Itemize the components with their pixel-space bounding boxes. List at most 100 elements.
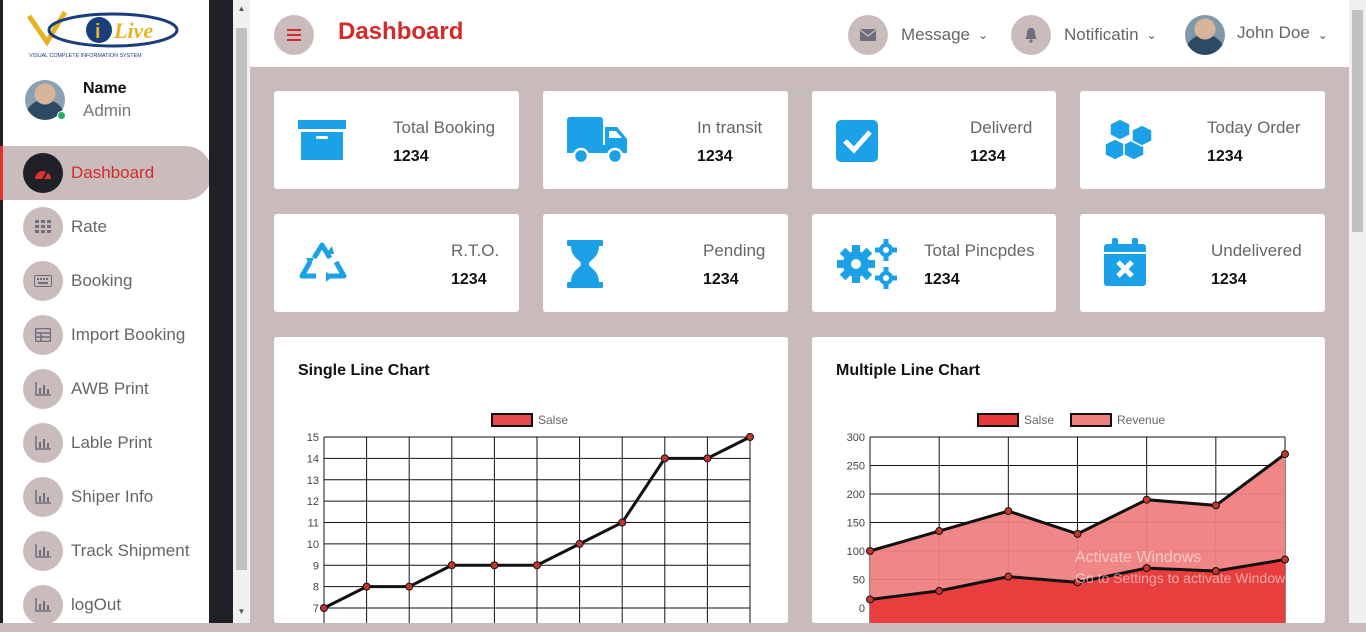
sidebar-item-label: Booking	[71, 271, 133, 290]
stat-card-deliverd[interactable]: Deliverd 1234	[812, 91, 1056, 189]
stat-card-undelivered[interactable]: Undelivered 1234	[1080, 214, 1325, 312]
stat-card-pending[interactable]: Pending 1234	[543, 214, 788, 312]
checkbox-icon	[836, 120, 878, 162]
notification-menu[interactable]: Notificatin ⌄	[1011, 15, 1157, 55]
sidebar-scrollbar-thumb[interactable]	[236, 28, 247, 570]
sidebar-item-booking[interactable]: Booking	[3, 254, 212, 308]
data-point	[1142, 564, 1151, 573]
stat-label: Undelivered	[1211, 241, 1302, 260]
profile-role: Admin	[83, 101, 132, 120]
stat-label: Deliverd	[970, 118, 1033, 137]
profile-avatar	[25, 80, 66, 120]
chevron-down-icon: ⌄	[1317, 28, 1328, 42]
stat-card-total-pincpdes[interactable]: Total Pincpdes 1234	[812, 214, 1056, 312]
data-point	[1073, 529, 1082, 538]
data-point	[866, 595, 874, 604]
y-tick-label: 11	[308, 518, 319, 530]
data-point	[447, 561, 456, 570]
hourglass-icon	[567, 240, 603, 288]
sidebar-item-logout[interactable]: logOut	[3, 578, 212, 632]
y-tick-label: 50	[853, 575, 865, 587]
sidebar-item-label: Shiper Info	[71, 487, 154, 506]
y-tick-label: 200	[847, 489, 865, 501]
data-point	[533, 561, 541, 570]
stat-card-today-order[interactable]: Today Order 1234	[1080, 91, 1325, 189]
y-tick-label: 9	[313, 560, 319, 572]
stat-value: 1234	[970, 148, 1006, 165]
menu-toggle-button[interactable]	[274, 15, 314, 55]
data-point	[1211, 566, 1220, 575]
data-point	[1211, 501, 1220, 510]
svg-text:VISUAL COMPLETE INFORMATION SY: VISUAL COMPLETE INFORMATION SYSTEM	[29, 53, 142, 59]
sidebar-item-label: Track Shipment	[71, 541, 190, 560]
sidebar-scrollbar[interactable]: ▲ ▼	[233, 0, 250, 623]
data-point	[1004, 507, 1013, 516]
message-menu[interactable]: Message ⌄	[848, 15, 988, 55]
archive-icon	[298, 120, 346, 160]
page-scrollbar[interactable]	[1349, 0, 1366, 623]
header: Dashboard Message ⌄ Notificatin ⌄ John D…	[250, 0, 1349, 67]
user-menu[interactable]: John Doe ⌄	[1185, 15, 1328, 55]
calendar-x-icon	[1104, 238, 1146, 286]
stat-label: Today Order	[1207, 118, 1301, 137]
sidebar-item-label: Lable Print	[71, 433, 153, 452]
data-point	[660, 454, 669, 463]
recycle-icon	[299, 242, 347, 282]
stat-label: In transit	[697, 118, 763, 137]
gears-icon	[837, 239, 897, 289]
stat-label: Total Booking	[393, 118, 496, 137]
hamburger-icon	[287, 29, 301, 41]
bar-chart-icon	[23, 531, 63, 571]
y-tick-label: 10	[307, 539, 319, 551]
legend-swatch	[977, 413, 1019, 427]
sidebar-item-shiper-info[interactable]: Shiper Info	[3, 470, 212, 524]
stat-value: 1234	[1211, 271, 1247, 288]
sidebar-item-track-shipment[interactable]: Track Shipment	[3, 524, 212, 578]
sidebar-item-awb-print[interactable]: AWB Print	[3, 362, 212, 416]
sidebar-menu: Dashboard Rate Booking Import Booking AW…	[0, 146, 212, 632]
legend-swatch	[1070, 413, 1112, 427]
series-area-salse	[870, 559, 1285, 623]
chevron-down-icon: ⌄	[977, 28, 989, 42]
data-point	[746, 433, 754, 441]
speedometer-icon	[23, 153, 63, 193]
brand-logo: i Live VISUAL COMPLETE INFORMATION SYSTE…	[26, 10, 179, 59]
legend-label: Salse	[1024, 413, 1054, 427]
data-point	[490, 561, 499, 570]
sidebar-item-dashboard[interactable]: Dashboard	[0, 146, 212, 200]
stat-card-total-booking[interactable]: Total Booking 1234	[274, 91, 519, 189]
sidebar-item-label: AWB Print	[71, 379, 149, 398]
chart-title: Single Line Chart	[298, 362, 430, 379]
stat-card-in-transit[interactable]: In transit 1234	[543, 91, 788, 189]
online-status-dot	[57, 111, 66, 120]
sidebar-item-import-booking[interactable]: Import Booking	[3, 308, 212, 362]
message-label: Message	[901, 25, 970, 44]
sidebar-item-rate[interactable]: Rate	[3, 200, 212, 254]
grid-icon	[23, 207, 63, 247]
user-avatar	[1185, 15, 1225, 55]
bar-chart-icon	[23, 369, 63, 409]
multiple-line-chart: Salse Revenue 0 50 100 150 200 250 300	[847, 413, 1289, 623]
data-point	[1142, 495, 1151, 504]
data-point	[1281, 450, 1289, 459]
single-line-chart: Salse 7 8 9 10 11 12 13 14 15	[307, 413, 754, 623]
svg-text:Live: Live	[113, 18, 153, 43]
stat-card-rto[interactable]: R.T.O. 1234	[274, 214, 519, 312]
watermark-line-1: Activate Windows	[1075, 549, 1202, 566]
sidebar-item-lable-print[interactable]: Lable Print	[3, 416, 212, 470]
data-point	[1281, 555, 1289, 564]
scroll-up-arrow-icon[interactable]: ▲	[237, 4, 246, 13]
stat-value: 1234	[451, 271, 487, 288]
profile-name: Name	[83, 80, 127, 97]
chevron-down-icon: ⌄	[1146, 28, 1157, 42]
truck-icon	[567, 117, 627, 165]
sidebar-item-label: logOut	[71, 595, 122, 614]
data-point	[405, 582, 414, 591]
page-scrollbar-thumb[interactable]	[1352, 10, 1363, 232]
data-point	[1004, 572, 1013, 581]
sidebar-item-label: Dashboard	[71, 163, 155, 182]
profile: Name Admin	[25, 80, 131, 120]
data-point	[618, 518, 627, 527]
scroll-down-arrow-icon[interactable]: ▼	[237, 607, 246, 616]
y-tick-label: 12	[307, 496, 319, 508]
